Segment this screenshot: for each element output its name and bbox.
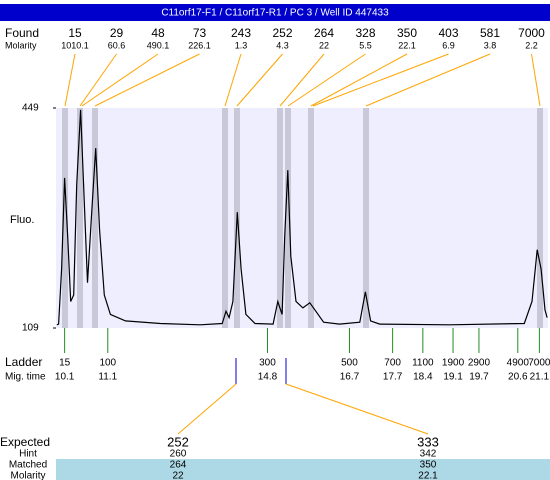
peak-band xyxy=(222,108,228,328)
ladder-size: 7000 xyxy=(528,358,550,369)
found-connector xyxy=(94,53,200,107)
ladder-time: 19.7 xyxy=(469,372,489,383)
found-connector xyxy=(312,53,449,107)
found-size: 29 xyxy=(110,26,124,40)
ladder-time: 19.1 xyxy=(443,372,463,383)
found-molarity: 226.1 xyxy=(188,40,211,50)
found-connector xyxy=(64,53,76,107)
expected-cell: 350 xyxy=(420,460,437,471)
matched-rows-bg xyxy=(56,459,550,480)
expected-cell: 333 xyxy=(417,434,439,449)
ladder-time: 16.7 xyxy=(340,372,360,383)
expected-cell: 260 xyxy=(170,449,187,460)
found-label: Found xyxy=(5,26,39,40)
found-connector xyxy=(224,53,242,107)
found-molarity: 5.5 xyxy=(359,40,372,50)
y-tick-label: 449 xyxy=(22,103,39,114)
peak-band xyxy=(92,108,98,328)
expected-cell: 22 xyxy=(172,471,184,480)
plot-area xyxy=(56,108,548,328)
molarity-label: Molarity xyxy=(5,40,37,50)
found-connector xyxy=(79,53,117,107)
expected-row-label: Hint xyxy=(19,449,37,460)
ladder-size: 15 xyxy=(59,358,71,369)
ladder-size: 1100 xyxy=(412,358,434,369)
ladder-size: 2900 xyxy=(468,358,491,369)
found-size: 7000 xyxy=(518,26,545,40)
expected-cell: 22.1 xyxy=(418,471,438,480)
found-connector xyxy=(287,53,366,107)
y-tick-label: 109 xyxy=(22,323,39,334)
expected-connector xyxy=(285,383,429,435)
ladder-size: 4900 xyxy=(507,358,530,369)
found-connector xyxy=(279,53,325,107)
expected-cell: 342 xyxy=(420,449,437,460)
ladder-size: 1900 xyxy=(442,358,465,369)
found-molarity: 3.8 xyxy=(484,40,497,50)
found-molarity: 490.1 xyxy=(147,40,170,50)
ladder-label: Ladder xyxy=(5,355,42,369)
found-size: 328 xyxy=(355,26,375,40)
peak-band xyxy=(285,108,291,328)
found-connector xyxy=(81,53,159,107)
ladder-time: 14.8 xyxy=(258,372,278,383)
found-connector xyxy=(531,53,541,107)
found-molarity: 6.9 xyxy=(442,40,455,50)
found-size: 252 xyxy=(272,26,292,40)
expected-row-label: Expected xyxy=(0,435,50,449)
peak-band xyxy=(363,108,369,328)
title: C11orf17-F1 / C11orf17-R1 / PC 3 / Well … xyxy=(161,8,389,19)
found-connector xyxy=(236,53,283,107)
title-bar xyxy=(0,4,550,21)
found-connector xyxy=(365,53,491,107)
trace xyxy=(56,109,548,326)
peak-band xyxy=(277,108,283,328)
mig-time-label: Mig. time xyxy=(5,372,46,383)
found-molarity: 4.3 xyxy=(276,40,289,50)
ladder-time: 17.7 xyxy=(383,372,403,383)
found-connector xyxy=(310,53,408,107)
ladder-size: 100 xyxy=(99,358,116,369)
ladder-size: 300 xyxy=(259,358,276,369)
expected-cell: 252 xyxy=(167,434,189,449)
expected-connector xyxy=(177,383,237,435)
ladder-time: 20.6 xyxy=(508,372,528,383)
found-size: 243 xyxy=(231,26,251,40)
peak-band xyxy=(77,108,83,328)
found-size: 581 xyxy=(480,26,500,40)
found-size: 264 xyxy=(314,26,334,40)
expected-cell: 264 xyxy=(170,460,187,471)
y-axis-label: Fluo. xyxy=(10,214,34,226)
ladder-time: 18.4 xyxy=(413,372,433,383)
found-size: 403 xyxy=(438,26,458,40)
ladder-time: 21.1 xyxy=(530,372,550,383)
ladder-size: 700 xyxy=(384,358,401,369)
found-size: 48 xyxy=(151,26,165,40)
peak-band xyxy=(537,108,543,328)
ladder-time: 11.1 xyxy=(98,372,117,383)
expected-row-label: Matched xyxy=(9,460,47,471)
expected-row-label: Molarity xyxy=(10,471,45,480)
peak-band xyxy=(62,108,68,328)
found-molarity: 22 xyxy=(319,40,329,50)
found-size: 15 xyxy=(68,26,82,40)
ladder-time: 10.1 xyxy=(55,372,75,383)
found-molarity: 2.2 xyxy=(525,40,538,50)
found-molarity: 1.3 xyxy=(235,40,248,50)
found-size: 73 xyxy=(193,26,207,40)
found-molarity: 22.1 xyxy=(398,40,416,50)
found-molarity: 1010.1 xyxy=(61,40,89,50)
found-size: 350 xyxy=(397,26,417,40)
found-molarity: 60.6 xyxy=(108,40,126,50)
peak-band xyxy=(308,108,314,328)
ladder-size: 500 xyxy=(341,358,358,369)
